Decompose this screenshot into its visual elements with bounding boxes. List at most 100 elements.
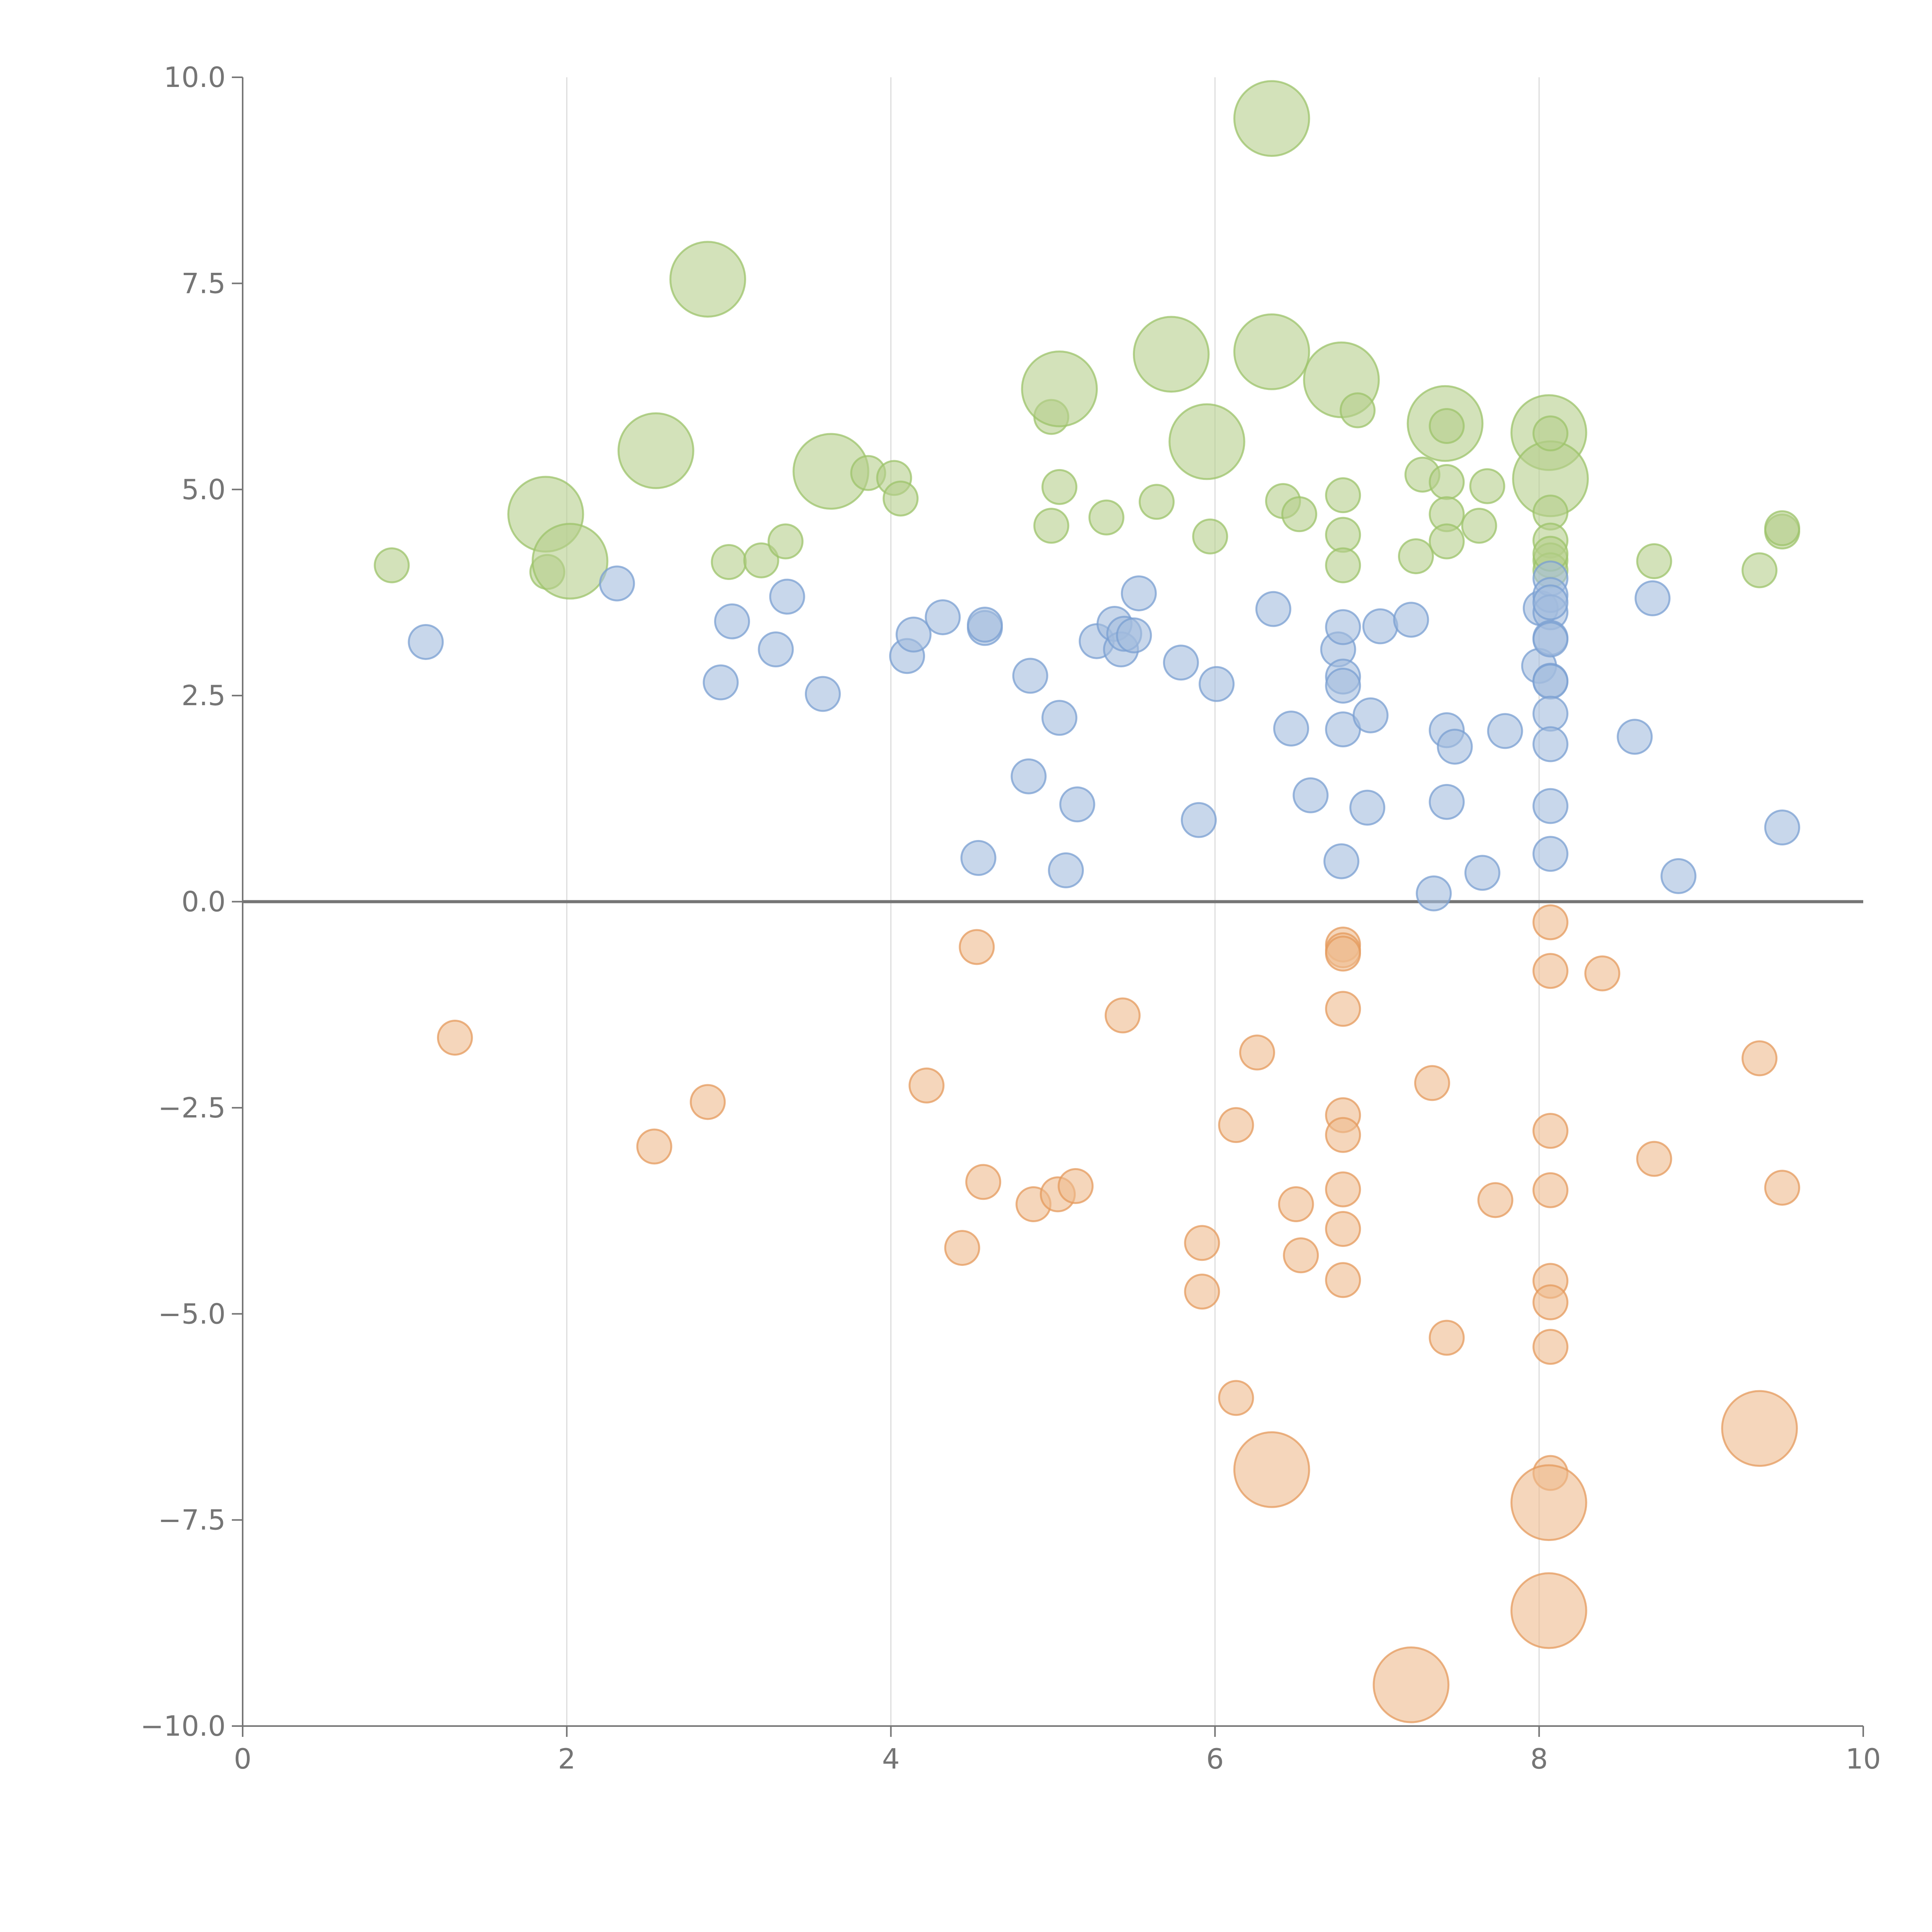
blue-bubble-3 bbox=[714, 603, 750, 639]
orange-bubble-17 bbox=[1278, 1186, 1314, 1222]
orange-bubble-9 bbox=[1058, 1168, 1094, 1204]
green-bubble-38 bbox=[1461, 508, 1497, 544]
green-bubble-35 bbox=[1429, 464, 1465, 500]
blue-bubble-24 bbox=[1163, 645, 1199, 681]
x-tick-label-5: 10 bbox=[1845, 1743, 1881, 1775]
green-bubble-27 bbox=[1325, 477, 1361, 514]
green-bubble-34 bbox=[1429, 408, 1465, 444]
orange-bubble-41 bbox=[1510, 1572, 1587, 1649]
x-tick-label-4: 8 bbox=[1530, 1743, 1548, 1775]
x-tick-label-0: 0 bbox=[234, 1743, 252, 1775]
blue-bubble-13 bbox=[1010, 758, 1047, 794]
x-tick-label-1: 2 bbox=[558, 1743, 576, 1775]
orange-bubble-46 bbox=[1764, 1170, 1800, 1206]
orange-bubble-2 bbox=[690, 1084, 726, 1120]
points-layer bbox=[374, 80, 1800, 1723]
green-bubble-30 bbox=[1339, 392, 1376, 429]
orange-bubble-11 bbox=[1184, 1225, 1220, 1261]
blue-bubble-27 bbox=[1255, 591, 1291, 627]
y-tick-label-4: 0.0 bbox=[181, 886, 226, 918]
blue-bubble-2 bbox=[702, 664, 739, 701]
blue-bubble-56 bbox=[1532, 726, 1569, 762]
orange-bubble-4 bbox=[944, 1230, 980, 1266]
blue-bubble-55 bbox=[1532, 696, 1569, 732]
green-bubble-7 bbox=[743, 542, 779, 578]
orange-bubble-45 bbox=[1721, 1390, 1798, 1467]
orange-bubble-15 bbox=[1239, 1034, 1275, 1071]
orange-bubble-26 bbox=[1325, 1211, 1361, 1247]
orange-bubble-33 bbox=[1532, 953, 1569, 989]
x-tick-label-2: 4 bbox=[882, 1743, 900, 1775]
orange-bubble-28 bbox=[1372, 1646, 1450, 1723]
blue-bubble-63 bbox=[1764, 809, 1800, 845]
green-bubble-51 bbox=[1764, 510, 1800, 546]
orange-bubble-24 bbox=[1325, 1117, 1361, 1153]
green-bubble-4 bbox=[617, 412, 694, 489]
orange-bubble-6 bbox=[965, 1164, 1002, 1200]
blue-bubble-10 bbox=[960, 840, 997, 876]
green-bubble-42 bbox=[1532, 415, 1569, 452]
blue-bubble-32 bbox=[1325, 609, 1361, 645]
orange-bubble-12 bbox=[1184, 1274, 1220, 1310]
orange-bubble-37 bbox=[1532, 1284, 1569, 1320]
y-tick-label-0: 10.0 bbox=[164, 61, 226, 94]
green-bubble-19 bbox=[1133, 316, 1210, 393]
blue-bubble-14 bbox=[1012, 658, 1048, 694]
green-bubble-37 bbox=[1429, 523, 1465, 560]
orange-bubble-32 bbox=[1532, 904, 1569, 940]
orange-bubble-10 bbox=[1104, 997, 1141, 1034]
green-bubble-29 bbox=[1325, 547, 1361, 583]
green-bubble-5 bbox=[669, 241, 746, 318]
blue-bubble-22 bbox=[1116, 617, 1152, 653]
orange-bubble-1 bbox=[636, 1128, 672, 1165]
blue-bubble-31 bbox=[1323, 843, 1360, 879]
orange-bubble-18 bbox=[1283, 1237, 1319, 1274]
green-bubble-39 bbox=[1469, 468, 1505, 504]
green-bubble-12 bbox=[883, 480, 919, 517]
y-tick-label-2: 5.0 bbox=[181, 473, 226, 506]
blue-bubble-37 bbox=[1352, 697, 1389, 733]
orange-bubble-21 bbox=[1325, 935, 1361, 972]
orange-bubble-34 bbox=[1532, 1113, 1569, 1149]
green-bubble-3 bbox=[531, 523, 609, 600]
blue-bubble-62 bbox=[1660, 858, 1697, 894]
orange-bubble-5 bbox=[959, 929, 995, 965]
blue-bubble-39 bbox=[1393, 602, 1429, 638]
blue-bubble-40 bbox=[1416, 875, 1452, 912]
green-bubble-20 bbox=[1168, 403, 1245, 480]
blue-bubble-1 bbox=[599, 565, 635, 602]
blue-bubble-43 bbox=[1437, 728, 1473, 765]
green-bubble-14 bbox=[1033, 508, 1070, 544]
y-tick-label-6: −5.0 bbox=[158, 1298, 226, 1330]
orange-bubble-44 bbox=[1742, 1040, 1778, 1077]
green-bubble-22 bbox=[1233, 80, 1310, 157]
orange-bubble-29 bbox=[1414, 1065, 1450, 1101]
blue-bubble-54 bbox=[1532, 663, 1569, 700]
blue-bubble-45 bbox=[1487, 713, 1523, 749]
blue-bubble-59 bbox=[1532, 584, 1569, 621]
green-bubble-49 bbox=[1742, 552, 1778, 588]
orange-bubble-27 bbox=[1325, 1262, 1361, 1298]
green-bubble-15 bbox=[1041, 469, 1078, 505]
blue-bubble-5 bbox=[769, 578, 805, 615]
green-bubble-0 bbox=[374, 547, 410, 583]
blue-bubble-44 bbox=[1464, 855, 1500, 891]
orange-bubble-43 bbox=[1636, 1141, 1672, 1177]
blue-bubble-23 bbox=[1121, 575, 1157, 612]
blue-bubble-8 bbox=[895, 616, 932, 653]
blue-bubble-6 bbox=[804, 676, 841, 712]
blue-bubble-28 bbox=[1273, 710, 1310, 747]
blue-bubble-26 bbox=[1199, 666, 1235, 702]
orange-bubble-22 bbox=[1325, 991, 1361, 1027]
blue-bubble-9 bbox=[925, 599, 961, 635]
y-tick-label-8: −10.0 bbox=[140, 1710, 226, 1742]
orange-bubble-25 bbox=[1325, 1171, 1361, 1208]
blue-bubble-60 bbox=[1617, 719, 1653, 755]
green-bubble-48 bbox=[1636, 543, 1672, 579]
blue-bubble-16 bbox=[1048, 852, 1084, 888]
green-bubble-6 bbox=[711, 544, 747, 580]
orange-bubble-38 bbox=[1532, 1329, 1569, 1365]
blue-bubble-57 bbox=[1532, 788, 1569, 824]
blue-bubble-61 bbox=[1634, 580, 1671, 616]
green-bubble-21 bbox=[1192, 518, 1228, 554]
